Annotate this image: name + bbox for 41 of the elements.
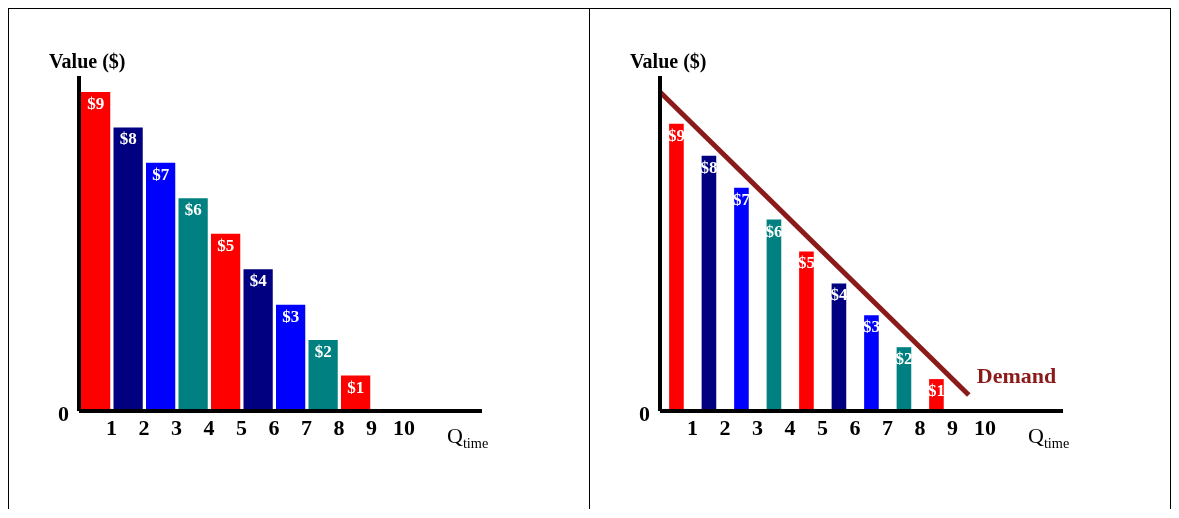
data-label: $9 <box>87 93 105 113</box>
x-tick-label: 9 <box>366 414 377 440</box>
x-tick-label: 2 <box>138 414 150 440</box>
x-tick-label: 10 <box>393 414 415 440</box>
data-label: $9 <box>667 125 685 145</box>
x-tick-label: 7 <box>301 414 312 440</box>
data-label: $5 <box>797 253 815 273</box>
text: 0 <box>58 401 69 426</box>
text: 0 <box>639 401 650 426</box>
x-tick-label: 3 <box>752 414 763 440</box>
x-tick-label: 1 <box>106 414 117 440</box>
x-tick-label: 5 <box>236 414 247 440</box>
y-axis-title: Value ($) <box>630 50 707 73</box>
x-tick-label: 1 <box>687 414 698 440</box>
x-tick-label: 8 <box>333 414 345 440</box>
data-label: $8 <box>119 129 137 149</box>
data-label: $3 <box>862 317 880 337</box>
data-label: $5 <box>217 235 235 255</box>
data-label: $1 <box>347 377 365 397</box>
y-axis-title: Value ($) <box>49 50 126 73</box>
data-label: $7 <box>732 189 751 209</box>
data-label: $4 <box>249 271 268 291</box>
x-tick-label: 6 <box>849 414 861 440</box>
x-tick-label: 8 <box>914 414 926 440</box>
data-label: $7 <box>152 164 170 184</box>
x-tick-label: 3 <box>171 414 182 440</box>
x-tick-label: 9 <box>947 414 958 440</box>
x-tick-label: 6 <box>268 414 280 440</box>
x-tick-label: 5 <box>817 414 828 440</box>
x-tick-label: 4 <box>203 414 215 440</box>
data-label: $2 <box>314 342 332 362</box>
series-label: Demand <box>976 363 1057 389</box>
data-label: $3 <box>282 306 300 326</box>
x-tick-label: 7 <box>882 414 893 440</box>
x-axis-title: Q$_{time}$ <box>447 423 489 451</box>
x-tick-label: 4 <box>784 414 796 440</box>
x-tick-label: 10 <box>974 414 996 440</box>
x-axis-title: Q$_{time}$ <box>1028 423 1070 451</box>
x-tick-label: 2 <box>719 414 731 440</box>
data-label: $1 <box>927 381 945 401</box>
data-label: $6 <box>184 200 202 220</box>
